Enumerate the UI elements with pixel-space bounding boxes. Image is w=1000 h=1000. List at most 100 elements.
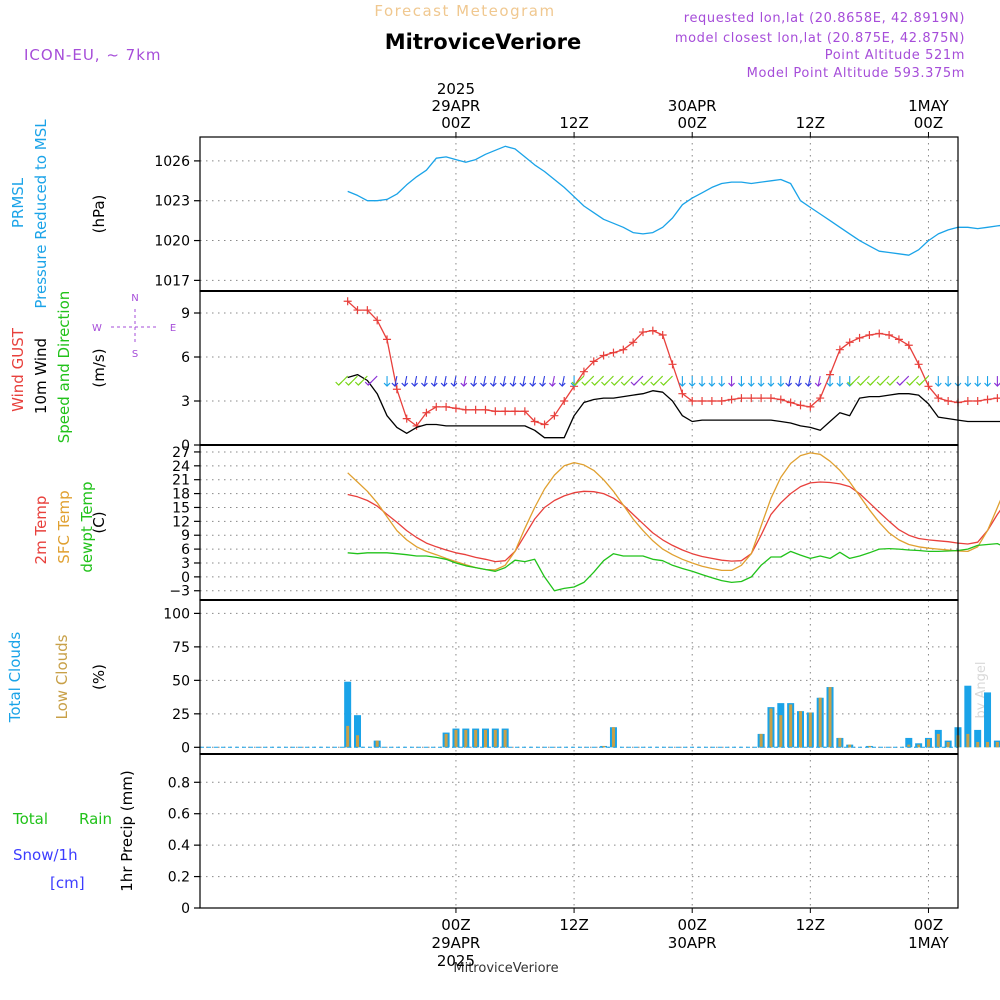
gust-marker: [875, 329, 884, 338]
low-cloud-bar: [818, 697, 822, 748]
unit-label-1: (m/s): [90, 348, 108, 387]
ytick-label-3-2: 50: [172, 673, 190, 689]
wind-arrow-head: [345, 381, 352, 386]
gust-marker: [501, 407, 510, 416]
ytick-label-2-2: 3: [181, 556, 190, 572]
ytick-label-3-3: 75: [172, 640, 190, 656]
gust-marker: [599, 351, 608, 360]
time-label-top-3-0: 12Z: [796, 114, 825, 132]
wind-arrow-head: [795, 382, 802, 387]
wind-arrow: [453, 375, 457, 387]
gust-marker: [432, 402, 441, 411]
ytick-label-0-1: 1020: [154, 234, 190, 250]
low-cloud-bar: [907, 744, 911, 748]
ytick-label-1-2: 6: [181, 350, 190, 366]
time-label-bottom-4-0: 00Z: [914, 916, 943, 934]
gust-marker: [894, 335, 903, 344]
temp2m-line: [347, 481, 1000, 563]
total-cloud-bar: [974, 729, 982, 748]
time-label-bottom-0-0: 00Z: [441, 916, 470, 934]
wind-arrow-head: [836, 382, 844, 387]
gust-marker: [796, 401, 805, 410]
time-label-bottom-3-0: 12Z: [796, 916, 825, 934]
gust-marker: [885, 331, 894, 339]
total-cloud-bar: [964, 685, 972, 748]
gust-marker: [412, 421, 421, 430]
panel-frame-3: [199, 599, 959, 755]
compass-n: N: [131, 293, 138, 304]
low-cloud-bar: [346, 725, 350, 748]
time-label-bottom-4-1: 1MAY: [908, 934, 950, 952]
low-cloud-bar: [356, 735, 360, 748]
wind-arrow: [561, 375, 565, 387]
wind-arrow-head: [391, 382, 399, 387]
low-cloud-bar: [798, 711, 802, 748]
gust-marker: [648, 326, 657, 335]
time-label-top-0-0: 2025: [437, 80, 475, 98]
wind-arrow-head: [804, 382, 812, 387]
gust-marker: [688, 397, 697, 405]
wind-arrow-head: [620, 381, 628, 386]
gust-marker: [461, 405, 470, 414]
low-cloud-bar: [444, 733, 448, 748]
gust-marker: [402, 414, 411, 423]
time-label-bottom-1-0: 12Z: [559, 916, 588, 934]
footer-location: MitroviceVeriore: [453, 961, 558, 976]
wind-arrow-head: [421, 382, 428, 387]
gust-marker: [540, 420, 549, 429]
ytick-label-4-3: 0.6: [168, 807, 190, 823]
gust-marker: [363, 306, 372, 315]
gust-marker: [993, 394, 1000, 403]
wind-arrow-head: [640, 381, 648, 386]
gust-marker: [845, 338, 854, 347]
gust-marker: [481, 405, 490, 414]
wind-arrow-head: [984, 382, 991, 387]
wind-arrow-head: [440, 382, 448, 387]
ytick-label-3-1: 25: [172, 707, 190, 723]
ytick-label-2-8: 21: [172, 473, 190, 489]
wind-arrow-head: [944, 382, 952, 387]
gust-marker: [530, 417, 539, 426]
panel-label-temp2m: 2m Temp: [32, 496, 50, 565]
wind-arrow-head: [610, 381, 618, 386]
point-altitude: Point Altitude 521m: [825, 48, 965, 63]
wind-arrow-head: [728, 382, 735, 387]
wind-arrow-head: [411, 382, 418, 387]
gust-marker: [658, 331, 667, 339]
gust-marker: [619, 345, 628, 354]
panel-label-gust: Wind GUST: [9, 327, 27, 412]
wind-arrow: [443, 375, 447, 387]
precip-label-total: Total: [12, 810, 48, 828]
gust-marker: [579, 367, 588, 376]
low-cloud-bar: [483, 729, 487, 748]
compass-e: E: [170, 323, 176, 334]
low-cloud-bar: [848, 744, 852, 748]
low-cloud-bar: [602, 745, 606, 748]
wind-arrow-head: [581, 381, 589, 386]
wind-arrow: [551, 375, 555, 387]
wind-arrow-head: [519, 382, 527, 387]
gust-marker: [491, 407, 500, 416]
low-cloud-bar: [789, 704, 793, 748]
wind-arrow-head: [698, 382, 706, 387]
ytick-label-2-7: 18: [172, 487, 190, 503]
sfc-line: [347, 452, 1000, 572]
gust-marker: [914, 360, 923, 369]
gust-marker: [835, 345, 844, 354]
wind-arrow: [414, 375, 418, 387]
wind-arrow-head: [650, 381, 658, 386]
gust-marker: [560, 397, 569, 405]
wind-arrow-head: [747, 382, 755, 387]
wind-arrow-head: [509, 382, 517, 387]
wind-arrow-head: [876, 381, 884, 386]
ytick-label-4-1: 0.2: [168, 870, 190, 886]
gust-marker: [609, 348, 618, 357]
panel-frame-0: [199, 136, 959, 292]
wind-arrow: [542, 375, 546, 387]
gust-marker: [983, 395, 992, 404]
gust-marker: [904, 341, 913, 350]
gust-marker: [668, 360, 677, 369]
low-cloud-bar: [926, 739, 930, 748]
wind-arrow-head: [964, 382, 972, 387]
ytick-label-2-9: 24: [172, 459, 190, 475]
